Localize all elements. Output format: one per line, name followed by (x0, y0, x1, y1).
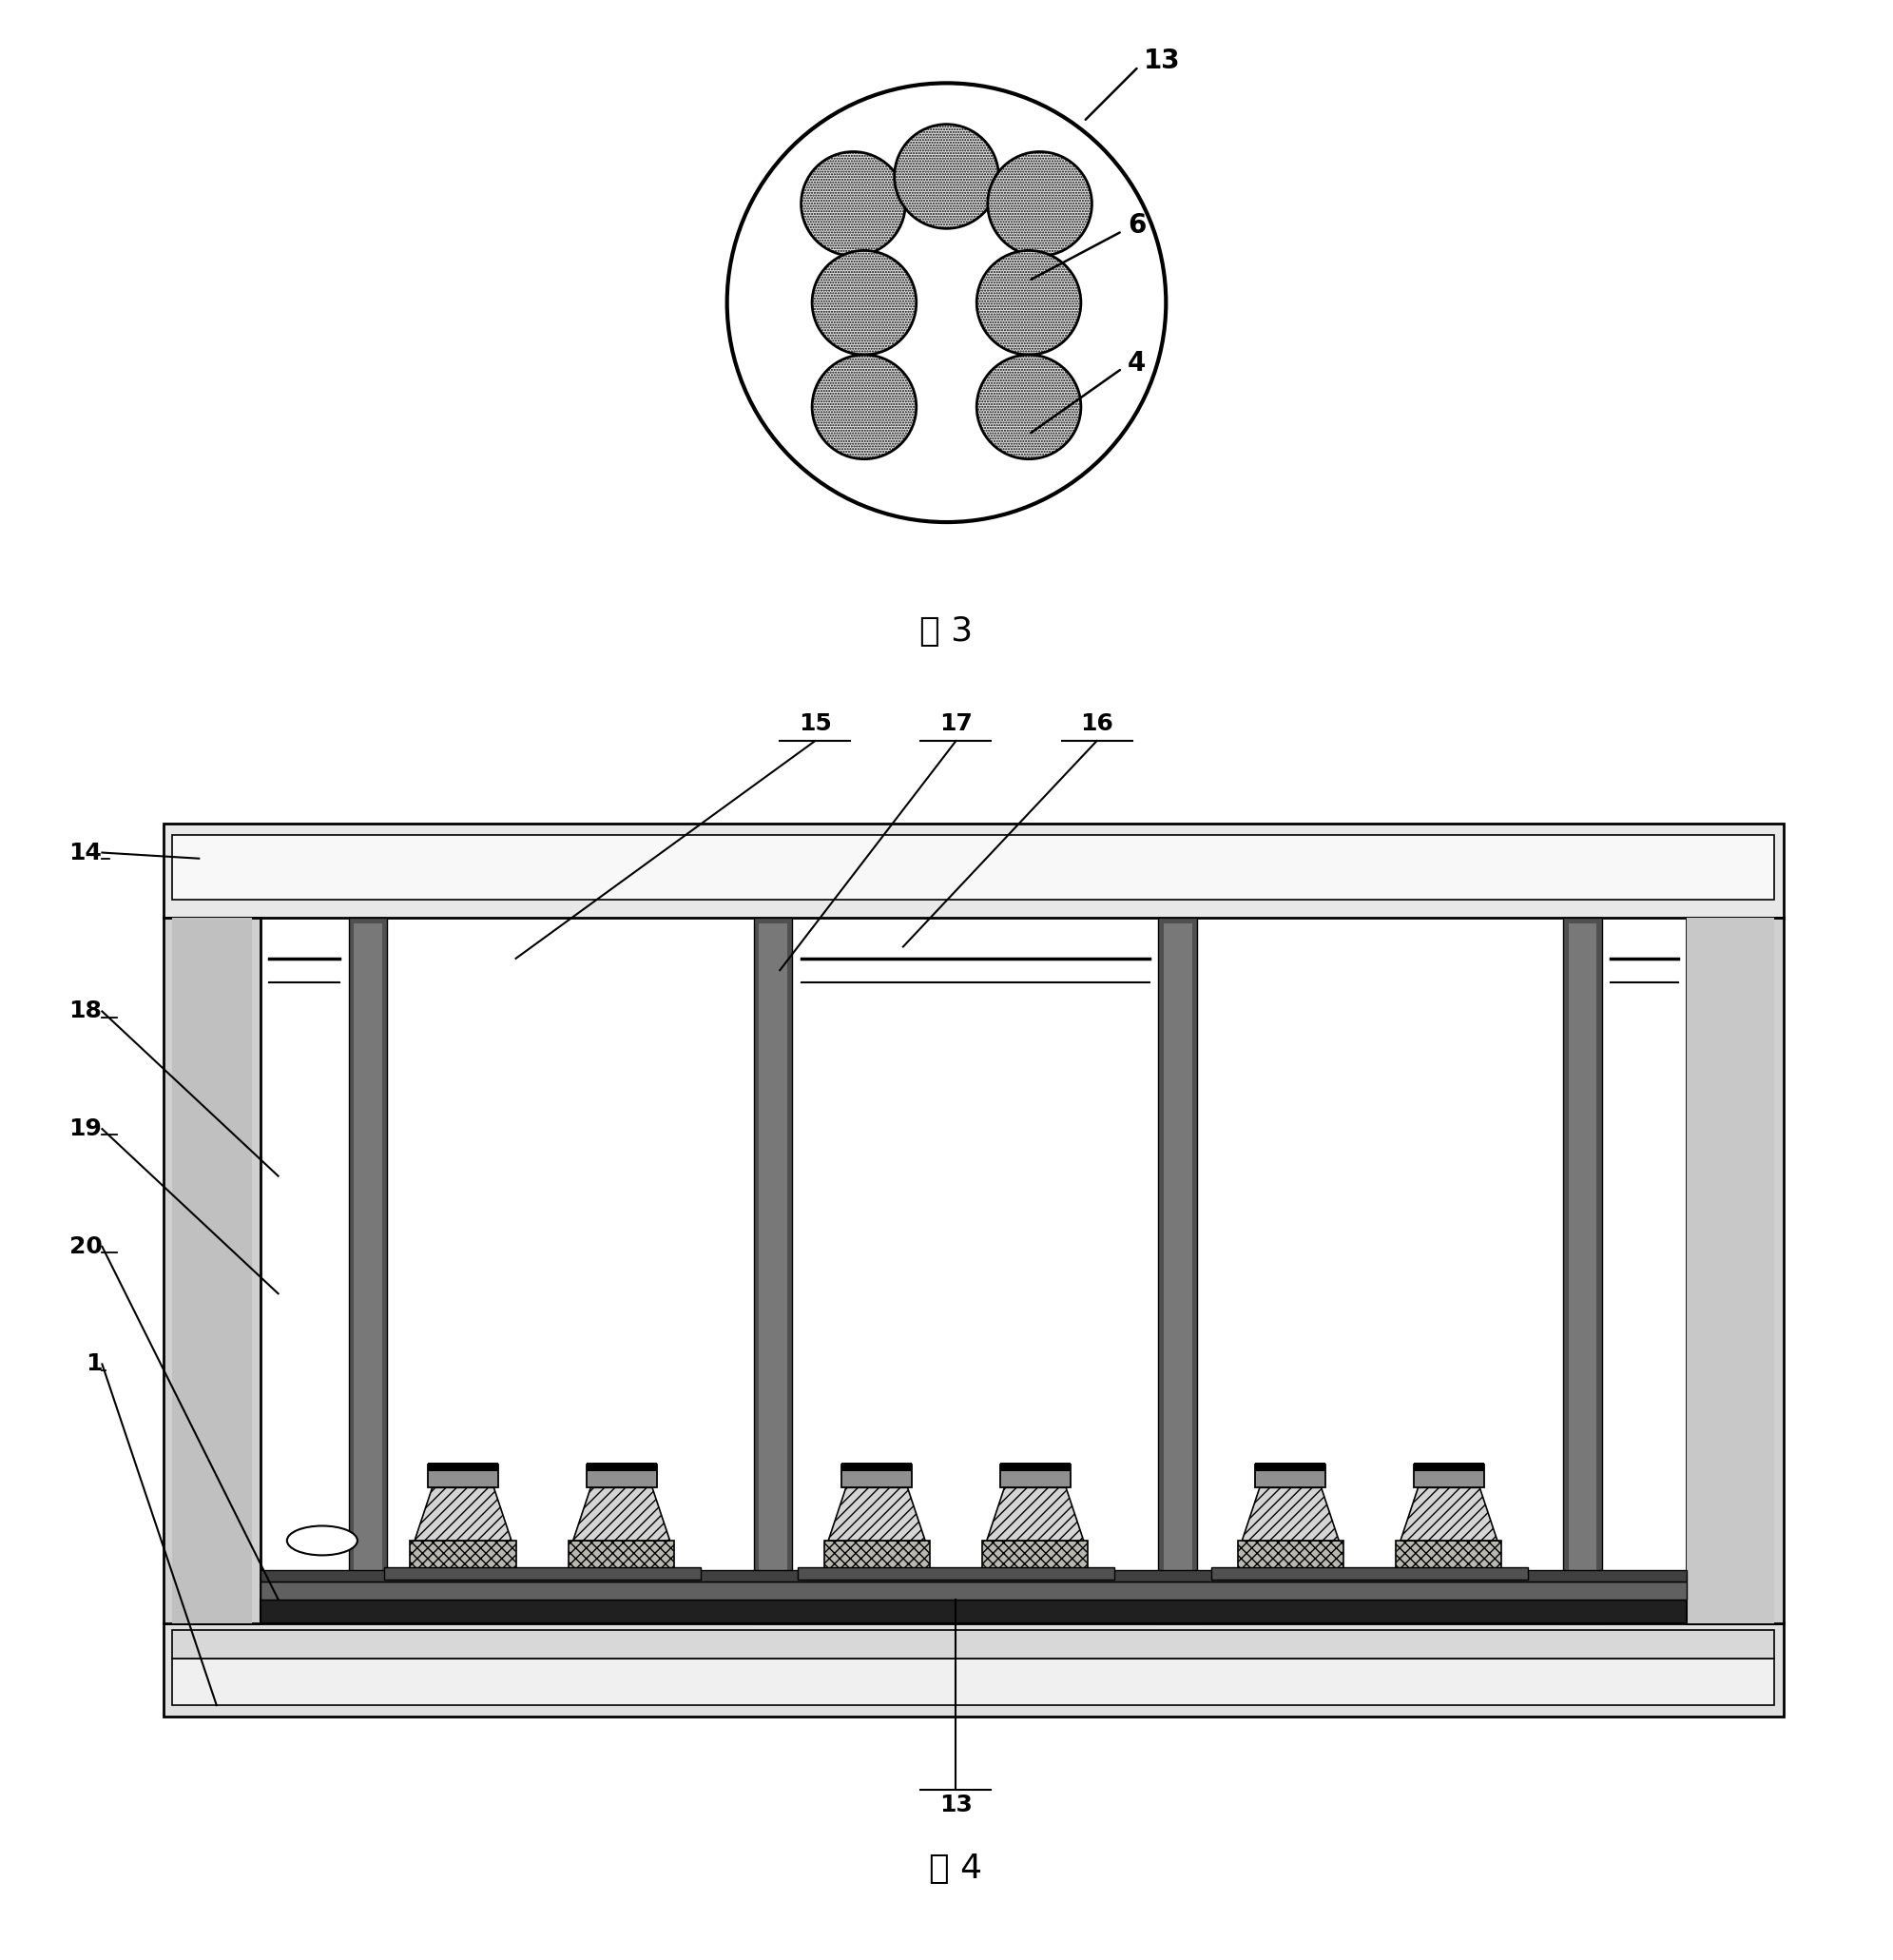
Circle shape (988, 151, 1092, 257)
Polygon shape (829, 1488, 926, 1541)
Text: 19: 19 (68, 1117, 102, 1141)
Bar (428, 1462, 498, 1472)
Polygon shape (1242, 1488, 1338, 1541)
Ellipse shape (288, 1525, 358, 1556)
Bar (261, 917, 1687, 1623)
Bar (1687, 917, 1783, 1623)
Bar (384, 1568, 700, 1580)
Text: 16: 16 (1081, 711, 1113, 735)
Circle shape (812, 251, 916, 355)
Text: 图 3: 图 3 (920, 615, 973, 649)
Bar (165, 1623, 1783, 1717)
Bar (261, 1599, 1687, 1623)
Bar (753, 917, 793, 1623)
Text: 15: 15 (799, 711, 831, 735)
Bar (587, 1464, 657, 1488)
Bar (1164, 923, 1193, 1617)
Polygon shape (415, 1488, 511, 1541)
Text: 20: 20 (68, 1235, 102, 1258)
Bar (1564, 917, 1601, 1623)
Circle shape (801, 151, 905, 257)
Bar (1221, 1578, 1520, 1599)
Bar (587, 1462, 657, 1472)
Bar (982, 1541, 1088, 1570)
Bar (165, 917, 261, 1623)
Bar (428, 1464, 498, 1488)
Bar (1255, 1464, 1325, 1488)
Bar (165, 823, 1783, 917)
Text: 18: 18 (68, 1000, 102, 1023)
Polygon shape (1401, 1488, 1497, 1541)
Polygon shape (986, 1488, 1083, 1541)
Bar (172, 917, 252, 1623)
Bar (759, 923, 787, 1617)
Bar (261, 1582, 1687, 1599)
Bar (842, 1462, 912, 1472)
Bar (823, 1541, 929, 1570)
Polygon shape (574, 1488, 670, 1541)
Bar (806, 1578, 1106, 1599)
Text: 13: 13 (939, 1793, 973, 1817)
Bar (1414, 1464, 1484, 1488)
Bar (1414, 1462, 1484, 1472)
Circle shape (893, 123, 1000, 229)
Bar (172, 835, 1774, 900)
Text: 1: 1 (85, 1352, 102, 1376)
Circle shape (812, 355, 916, 459)
Bar (1238, 1541, 1344, 1570)
Circle shape (977, 251, 1081, 355)
Bar (1687, 917, 1774, 1623)
Circle shape (977, 355, 1081, 459)
Bar (411, 1541, 515, 1570)
Text: 17: 17 (939, 711, 973, 735)
Bar (1212, 1568, 1528, 1580)
Bar (1000, 1464, 1070, 1488)
Bar (261, 1570, 1687, 1582)
Bar (568, 1541, 674, 1570)
Bar (172, 1658, 1774, 1705)
Text: 6: 6 (1128, 212, 1145, 239)
Text: 图 4: 图 4 (929, 1852, 982, 1884)
Bar (1000, 1462, 1070, 1472)
Bar (392, 1578, 693, 1599)
Circle shape (727, 82, 1166, 521)
Bar (1255, 1462, 1325, 1472)
Bar (348, 917, 388, 1623)
Text: 14: 14 (68, 841, 102, 864)
Bar (842, 1464, 912, 1488)
Text: 13: 13 (1143, 47, 1181, 74)
Bar (1569, 923, 1598, 1617)
Bar (1397, 1541, 1501, 1570)
Bar (172, 1631, 1774, 1658)
Text: 4: 4 (1128, 349, 1145, 376)
Bar (797, 1568, 1115, 1580)
Bar (354, 923, 382, 1617)
Bar (1159, 917, 1196, 1623)
